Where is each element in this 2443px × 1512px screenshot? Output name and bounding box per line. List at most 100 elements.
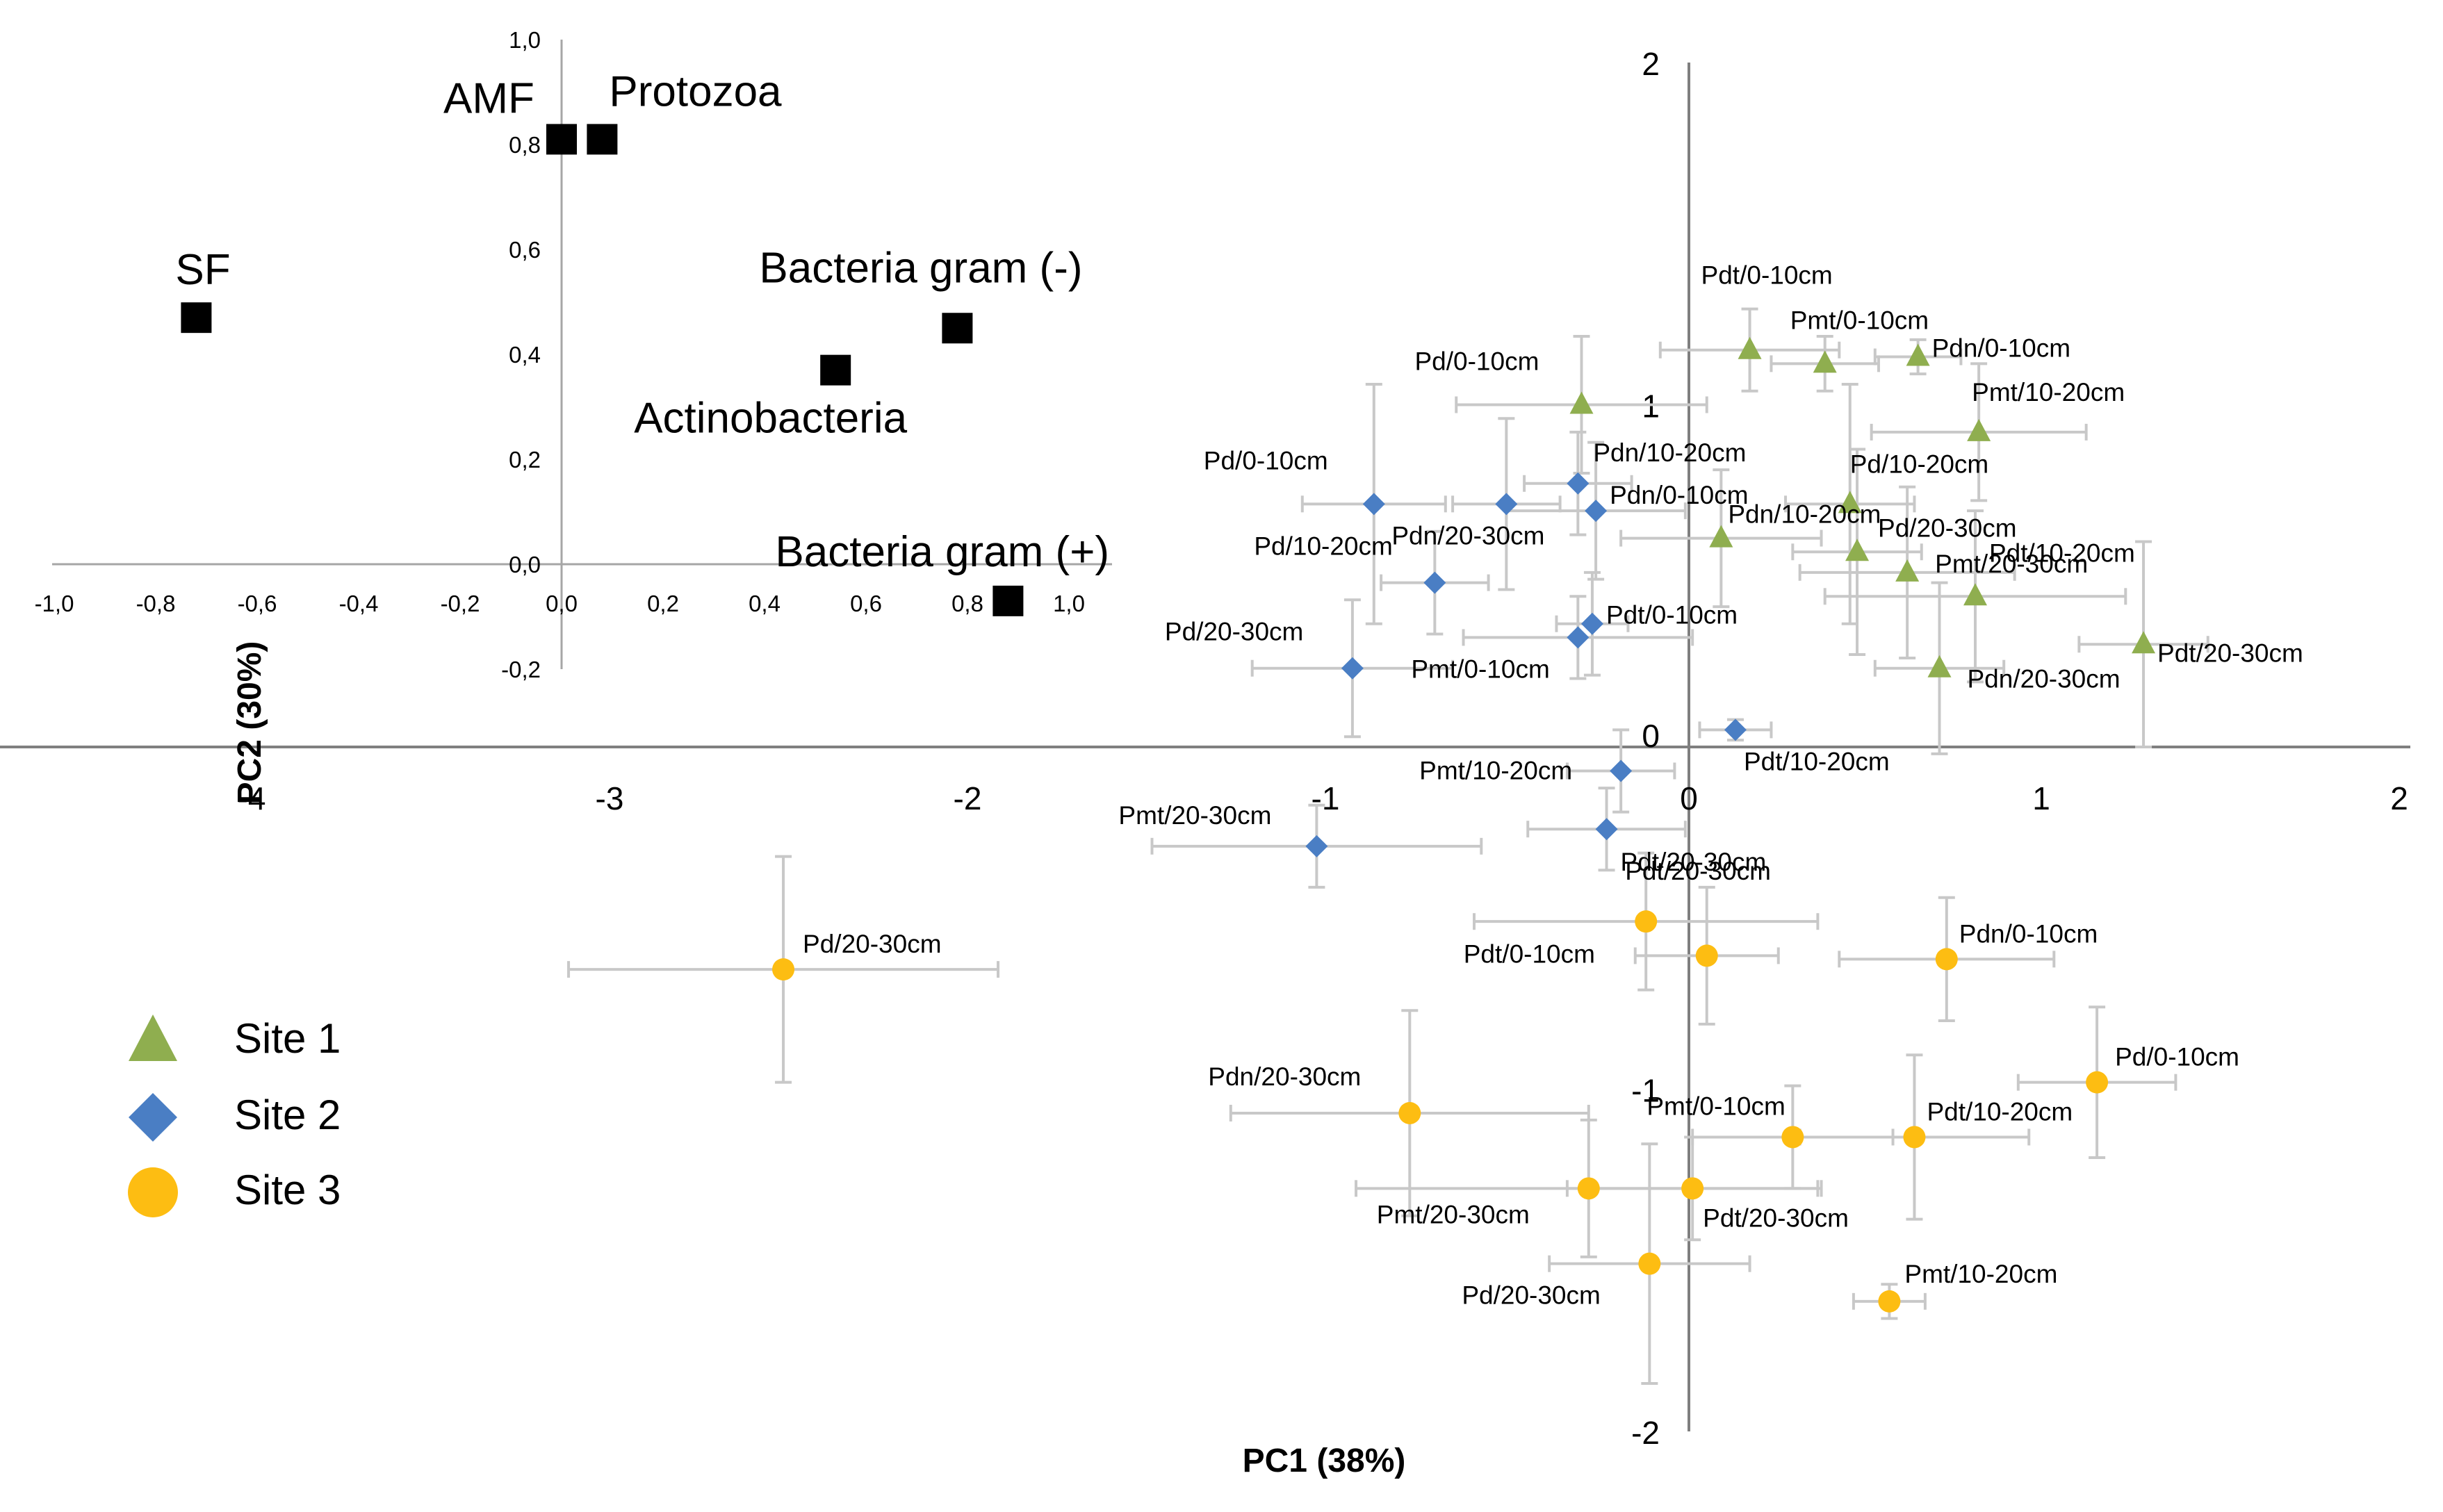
loadings-x-tick-label: 0,4 — [749, 591, 781, 616]
point-label: Pdn/20-30cm — [1968, 665, 2121, 693]
loading-marker — [942, 313, 973, 344]
point-site-2 — [1423, 571, 1446, 594]
loadings-x-tick-label: -0,8 — [136, 591, 176, 616]
loadings-y-tick-label: 0,6 — [509, 237, 541, 263]
point-label: Pmt/0-10cm — [1411, 655, 1549, 683]
loadings-y-tick-label: 0,0 — [509, 552, 541, 577]
point-label: Pdt/0-10cm — [1701, 261, 1833, 290]
legend-marker-site-1 — [129, 1014, 177, 1061]
point-label: Pdn/0-10cm — [1959, 919, 2098, 948]
loadings-y-tick-label: 0,8 — [509, 132, 541, 158]
point-site-2 — [1362, 493, 1385, 516]
pc1-tick-labels: -4 -3 -2 -1 0 1 2 — [238, 780, 2408, 816]
point-label: Pmt/10-20cm — [1419, 756, 1572, 784]
point-label: Pdt/0-10cm — [1464, 939, 1595, 968]
loadings-x-tick-label: 0,6 — [850, 591, 882, 616]
point-site-1 — [1906, 343, 1930, 366]
pc2-tick-label: -1 — [1631, 1073, 1660, 1109]
loading-label: Actinobacteria — [634, 395, 907, 443]
point-site-1 — [1895, 559, 1920, 582]
point-label: Pdn/10-20cm — [1728, 500, 1881, 529]
point-label: Pmt/10-20cm — [1972, 378, 2125, 406]
loadings-x-tick-labels: -1,0 -0,8 -0,6 -0,4 -0,2 0,0 0,2 0,4 0,6 0,8 1,0 — [35, 591, 1085, 616]
loading-marker — [181, 302, 212, 334]
pc1-tick-label: -4 — [238, 780, 266, 816]
pc2-tick-label: 0 — [1642, 718, 1660, 754]
loading-label: Bacteria gram (+) — [775, 528, 1109, 576]
y-axis-title: PC2 (30%) — [231, 641, 268, 805]
point-site-3 — [1577, 1177, 1600, 1200]
point-label: Pmt/0-10cm — [1647, 1092, 1785, 1120]
x-axis-title: PC1 (38%) — [1243, 1443, 1406, 1479]
point-label: Pdn/0-10cm — [1932, 334, 2071, 363]
point-site-3 — [1695, 944, 1718, 967]
point-label: Pd/20-30cm — [1462, 1281, 1601, 1310]
loadings-y-tick-label: 1,0 — [509, 27, 541, 53]
point-site-2 — [1567, 472, 1590, 495]
point-label: Pdt/20-30cm — [1621, 848, 1767, 876]
point-site-3 — [1638, 1252, 1661, 1275]
point-label: Pdt/20-30cm — [1703, 1203, 1849, 1232]
point-site-2 — [1724, 718, 1747, 741]
legend-label-site-3: Site 3 — [234, 1167, 341, 1213]
point-site-3 — [1681, 1177, 1704, 1200]
loadings-y-tick-labels: -0,2 0,0 0,2 0,4 0,6 0,8 1,0 — [501, 27, 541, 682]
loadings-x-tick-label: -0,6 — [238, 591, 277, 616]
point-site-3 — [1781, 1126, 1804, 1149]
point-label: Pd/20-30cm — [1165, 618, 1304, 646]
point-site-1 — [1813, 350, 1837, 373]
legend-marker-site-3 — [128, 1167, 178, 1217]
point-site-1 — [1967, 418, 1991, 441]
point-site-2 — [1567, 626, 1590, 649]
loadings-x-tick-label: -0,2 — [441, 591, 480, 616]
point-label: Pdt/10-20cm — [1744, 747, 1890, 775]
loadings-x-tick-label: -0,4 — [339, 591, 379, 616]
point-site-1 — [1845, 539, 1870, 561]
point-site-3 — [1903, 1126, 1926, 1149]
point-label: Pmt/10-20cm — [1904, 1260, 2057, 1288]
legend: Site 1 Site 2 Site 3 — [128, 1014, 341, 1217]
point-label: Pd/10-20cm — [1254, 532, 1393, 561]
pc2-tick-label: 2 — [1642, 46, 1660, 82]
point-site-1 — [1709, 525, 1733, 548]
loadings-x-tick-label: -1,0 — [35, 591, 74, 616]
legend-marker-site-2 — [129, 1093, 177, 1142]
point-site-1 — [1927, 655, 1952, 677]
legend-label-site-1: Site 1 — [234, 1015, 341, 1062]
point-label: Pd/0-10cm — [1415, 347, 1539, 376]
pc1-tick-label: -3 — [596, 780, 624, 816]
loading-marker — [992, 585, 1024, 616]
point-site-2 — [1580, 612, 1603, 635]
point-site-3 — [772, 958, 795, 981]
point-site-2 — [1610, 759, 1633, 782]
pc1-tick-label: 2 — [2390, 780, 2408, 816]
point-site-2 — [1495, 493, 1518, 516]
point-site-2 — [1341, 657, 1364, 680]
point-label: Pd/0-10cm — [2115, 1043, 2239, 1071]
point-site-2 — [1595, 818, 1618, 841]
point-site-2 — [1305, 835, 1328, 857]
main-axes — [0, 63, 2410, 1431]
loading-label: AMF — [443, 74, 534, 122]
point-label: Pdn/10-20cm — [1593, 438, 1746, 467]
point-label: Pdt/10-20cm — [1989, 539, 2135, 567]
pc1-tick-label: 0 — [1680, 780, 1698, 816]
loadings-y-tick-label: 0,2 — [509, 447, 541, 472]
point-label: Pd/20-30cm — [803, 930, 942, 958]
point-label: Pdn/20-30cm — [1208, 1062, 1361, 1091]
score-points — [772, 336, 2156, 1313]
point-label: Pd/20-30cm — [1878, 513, 2017, 542]
legend-label-site-2: Site 2 — [234, 1092, 341, 1138]
score-point-labels: Pdt/0-10cmPmt/0-10cmPdn/0-10cmPd/0-10cmP… — [803, 261, 2303, 1310]
point-site-1 — [1738, 336, 1762, 359]
pc2-tick-label: -2 — [1631, 1415, 1660, 1451]
pc1-tick-label: -2 — [954, 780, 982, 816]
loadings-points: AMF Protozoa SF Bacteria gram (-) Actinobact… — [175, 67, 1109, 616]
loading-marker — [820, 354, 851, 386]
point-label: Pmt/0-10cm — [1790, 306, 1929, 334]
point-label: Pmt/20-30cm — [1935, 550, 2088, 578]
point-label: Pdt/20-30cm — [2157, 639, 2303, 667]
pc1-tick-label: 1 — [2032, 780, 2050, 816]
loadings-x-tick-label: 1,0 — [1053, 591, 1085, 616]
